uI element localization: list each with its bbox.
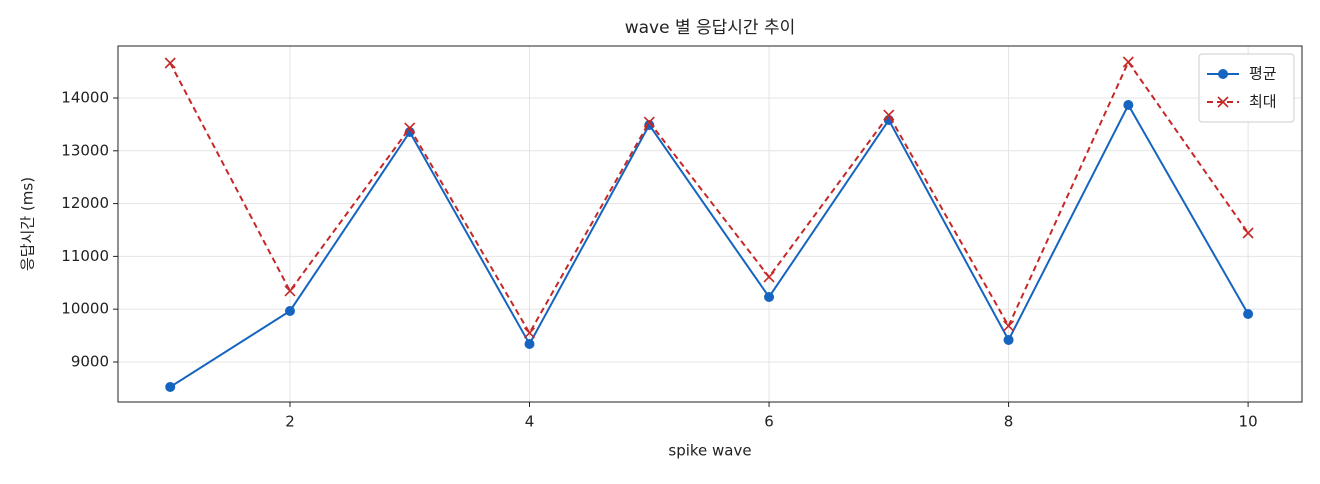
point (524, 338, 535, 349)
chart-title: wave 별 응답시간 추이 (625, 18, 796, 38)
point (1003, 320, 1015, 332)
y-axis-label: 응답시간 (ms) (19, 177, 37, 271)
x-tick-label: 2 (285, 413, 295, 431)
point (764, 291, 775, 302)
point (1123, 100, 1134, 111)
point (523, 327, 536, 339)
point (1122, 56, 1134, 68)
point (404, 122, 416, 134)
legend-box (1198, 53, 1295, 123)
series-line (169, 59, 1249, 335)
legend-label: 평균 (1249, 65, 1277, 83)
point (1242, 227, 1254, 239)
legend-marker (1218, 69, 1228, 79)
x-axis-label: spike wave (668, 442, 751, 460)
y-tick-label: 10000 (61, 300, 109, 318)
point (164, 57, 176, 69)
legend-marker (1217, 96, 1229, 108)
legend-label: 최대 (1249, 93, 1277, 111)
point (284, 305, 295, 316)
point (1243, 308, 1254, 319)
point (643, 116, 655, 128)
point (763, 271, 775, 283)
point (284, 285, 296, 297)
x-tick-label: 4 (525, 413, 535, 431)
y-tick-label: 9000 (71, 352, 109, 370)
y-tick-label: 14000 (61, 89, 109, 107)
x-tick-label: 10 (1239, 413, 1258, 431)
point (1003, 334, 1014, 345)
point (165, 381, 176, 392)
series-line (169, 102, 1249, 388)
plot-frame (117, 45, 1303, 403)
x-tick-label: 6 (764, 413, 774, 431)
y-tick-label: 13000 (61, 141, 109, 159)
x-tick-label: 8 (1004, 413, 1014, 431)
y-tick-label: 12000 (61, 194, 109, 212)
y-tick-label: 11000 (61, 247, 109, 265)
point (883, 109, 895, 121)
